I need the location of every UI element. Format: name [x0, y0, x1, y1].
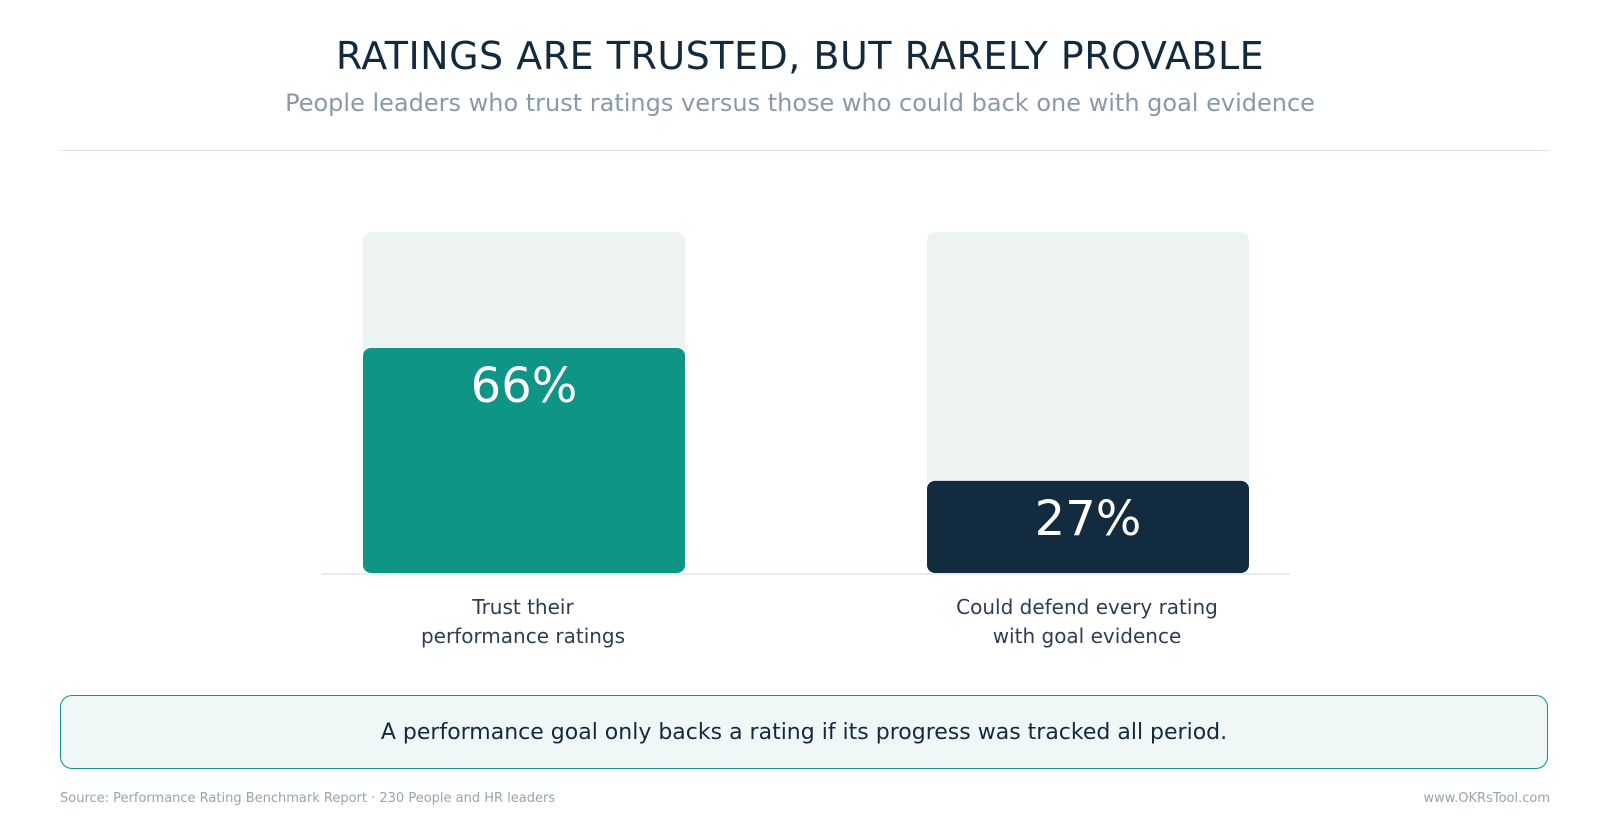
bar-category-label-trust: Trust their performance ratings: [420, 595, 626, 648]
page-title: RATINGS ARE TRUSTED, BUT RARELY PROVABLE: [335, 34, 1265, 78]
bar: [927, 480, 1249, 573]
website-link[interactable]: www.OKRsTool.com: [1423, 791, 1550, 806]
bar-chart: 66% 27%: [322, 232, 1290, 575]
bar-value-label: 27%: [1035, 491, 1142, 547]
page-subtitle: People leaders who trust ratings versus …: [285, 89, 1315, 117]
bar-value-label: 66%: [471, 358, 578, 414]
callout-text: A performance goal only backs a rating i…: [380, 719, 1228, 745]
bar-category-label-defend: Could defend every rating with goal evid…: [956, 595, 1218, 648]
bar: [363, 347, 685, 573]
source-note: Source: Performance Rating Benchmark Rep…: [60, 791, 556, 806]
header-divider: [60, 150, 1550, 151]
key-takeaway-callout: A performance goal only backs a rating i…: [60, 695, 1548, 769]
